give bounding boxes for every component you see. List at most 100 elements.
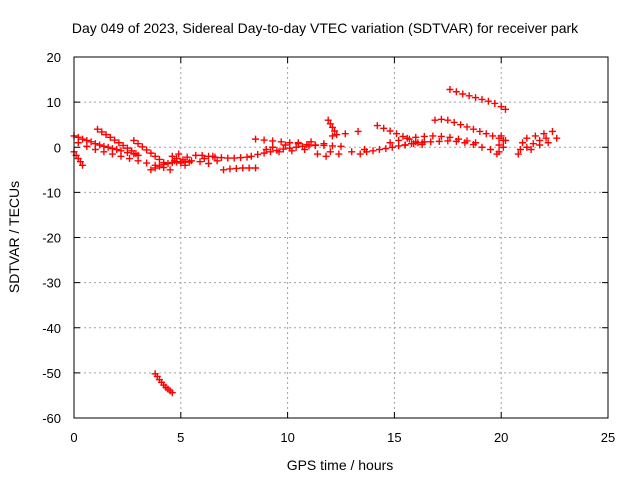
series-arc-09 [198,151,251,162]
data-point [501,105,509,113]
data-point [523,143,531,151]
data-point [497,132,505,140]
data-point [134,157,142,165]
data-point [126,155,134,163]
data-point [83,136,91,144]
data-point [286,139,294,147]
data-point [401,141,409,149]
data-point [326,148,334,156]
data-point [117,152,125,160]
data-point [267,148,275,156]
data-point [472,94,480,102]
data-point [531,132,539,140]
data-point [102,131,110,139]
data-point [119,141,127,149]
data-point [192,151,200,159]
data-point [123,144,131,152]
data-point [493,150,501,158]
data-point [179,156,187,164]
data-point [198,151,206,159]
data-point [341,130,349,138]
data-point [427,138,435,146]
data-point [457,121,465,129]
data-point [333,131,341,139]
data-point [380,124,388,132]
data-point [452,137,460,145]
data-point [205,159,213,167]
data-point [175,150,183,158]
y-tick-label: -30 [42,276,61,291]
data-point [115,139,123,147]
data-point [288,147,296,155]
data-point [100,148,108,156]
data-point [324,116,332,124]
data-point [373,122,381,130]
series-arc-18 [386,132,480,147]
data-point [412,133,420,141]
data-point [516,146,524,154]
data-point [226,165,234,173]
series-arc-08 [168,150,221,169]
data-point [196,158,204,166]
data-point [320,140,328,148]
data-point [489,132,497,140]
data-point [93,125,101,133]
data-point [495,141,503,149]
y-tick-label: -10 [42,185,61,200]
data-point [328,123,336,131]
series-arc-13 [262,138,334,158]
data-point [134,140,142,148]
data-point [113,146,121,154]
data-point [213,157,221,165]
data-point [164,159,172,167]
data-point [281,141,289,149]
data-point [128,147,136,155]
data-point [74,139,82,147]
series-arc-15 [322,127,368,160]
data-point [230,154,238,162]
data-point [132,150,140,158]
data-point [83,142,91,150]
data-point [444,137,452,145]
data-point [243,153,251,161]
x-tick-label: 5 [177,430,184,445]
data-point [76,158,84,166]
data-point [217,154,225,162]
data-point [395,136,403,144]
data-point [519,139,527,147]
data-point [465,92,473,100]
data-point [269,137,277,145]
y-tick-label: 0 [54,140,61,155]
data-point [96,141,104,149]
data-point [386,127,394,135]
data-point [237,154,245,162]
data-point [151,152,159,160]
data-point [382,145,390,153]
data-point [542,134,550,142]
data-point [469,125,477,133]
data-point [155,162,163,170]
data-point [130,136,138,144]
data-point [410,140,418,148]
x-tick-label: 20 [494,430,508,445]
data-point [292,143,300,151]
data-point [463,123,471,131]
data-point [104,143,112,151]
data-point [523,134,531,142]
data-point [151,164,159,172]
data-point [252,164,260,172]
data-point [437,132,445,140]
data-point [548,127,556,135]
data-point [431,116,439,124]
series-arc-22 [493,132,509,158]
y-axis-label: SDTVAR / TECUs [6,181,22,293]
x-axis-label: GPS time / hours [287,457,394,473]
data-point [444,116,452,124]
data-point [553,134,561,142]
data-point [181,161,189,169]
series-arc-04 [93,125,140,158]
series-arc-12 [252,135,345,150]
data-point [173,155,181,163]
data-point [111,136,119,144]
series-arc-02 [70,148,87,169]
